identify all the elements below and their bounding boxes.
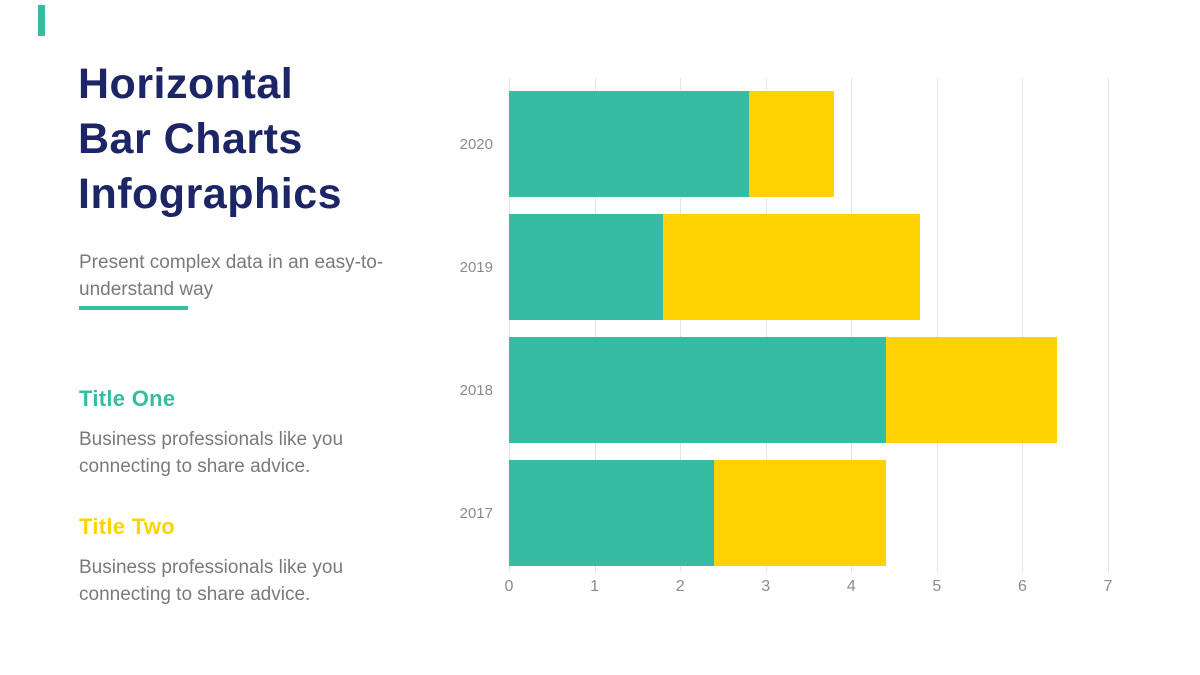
title-divider (79, 306, 188, 310)
x-axis-label: 5 (932, 578, 942, 595)
page-subtitle-line: Present complex data in an easy-to- (79, 252, 384, 273)
bar-segment-teal-2018 (509, 337, 886, 443)
section-one-heading: Title One (79, 386, 176, 411)
section-two-body-line: Business professionals like you (79, 557, 344, 578)
chart-gridline (1022, 78, 1024, 572)
section-one-body-line: connecting to share advice. (79, 456, 311, 477)
x-axis-label: 4 (846, 578, 856, 595)
section-title-one: Title One Business professionals like yo… (79, 386, 419, 480)
bar-segment-yellow-2017 (714, 460, 886, 566)
section-one-body: Business professionals like you connecti… (79, 426, 419, 480)
bar-segment-yellow-2020 (748, 91, 835, 197)
section-title-two: Title Two Business professionals like yo… (79, 514, 419, 608)
accent-mark (38, 5, 45, 36)
y-axis-label-2019: 2019 (459, 258, 493, 276)
x-axis-label: 7 (1103, 578, 1113, 595)
section-two-body-line: connecting to share advice. (79, 584, 311, 605)
section-two-body: Business professionals like you connecti… (79, 554, 419, 608)
bar-chart: 0 1 2 3 4 5 6 7 2020 2019 2018 2017 (460, 78, 1112, 595)
page-title-line: Horizontal (78, 60, 294, 108)
y-axis-label-2017: 2017 (459, 504, 493, 522)
bar-segment-yellow-2018 (885, 337, 1057, 443)
x-axis-label: 1 (590, 578, 600, 595)
chart-gridline (936, 78, 938, 572)
chart-gridline (1108, 78, 1109, 572)
bar-segment-teal-2019 (509, 214, 664, 320)
y-axis-label-2020: 2020 (459, 135, 493, 153)
chart-gridline (765, 78, 767, 572)
page-subtitle-line: understand way (79, 279, 214, 300)
chart-gridline (851, 78, 853, 572)
bar-segment-teal-2020 (509, 91, 749, 197)
x-axis-label: 3 (761, 578, 771, 595)
section-one-body-line: Business professionals like you (79, 429, 344, 450)
bar-row-2017: 2017 (460, 460, 1108, 566)
x-axis-label: 2 (675, 578, 685, 595)
bar-row-2019: 2019 (460, 214, 1108, 320)
page-title-line: Bar Charts (78, 115, 303, 163)
chart-gridline (509, 78, 510, 572)
section-two-heading: Title Two (79, 514, 175, 539)
page-title-line: Infographics (78, 170, 343, 218)
page-subtitle: Present complex data in an easy-to- unde… (79, 249, 383, 303)
chart-gridline (680, 78, 682, 572)
bar-segment-teal-2017 (509, 460, 715, 566)
bar-segment-yellow-2019 (663, 214, 920, 320)
page-title: Horizontal Bar Charts Infographics (78, 57, 342, 222)
bar-row-2020: 2020 (460, 91, 1108, 197)
x-axis-label: 6 (1017, 578, 1027, 595)
bar-row-2018: 2018 (460, 337, 1108, 443)
y-axis-label-2018: 2018 (459, 381, 493, 399)
chart-gridline (594, 78, 596, 572)
x-axis-label: 0 (504, 578, 514, 595)
